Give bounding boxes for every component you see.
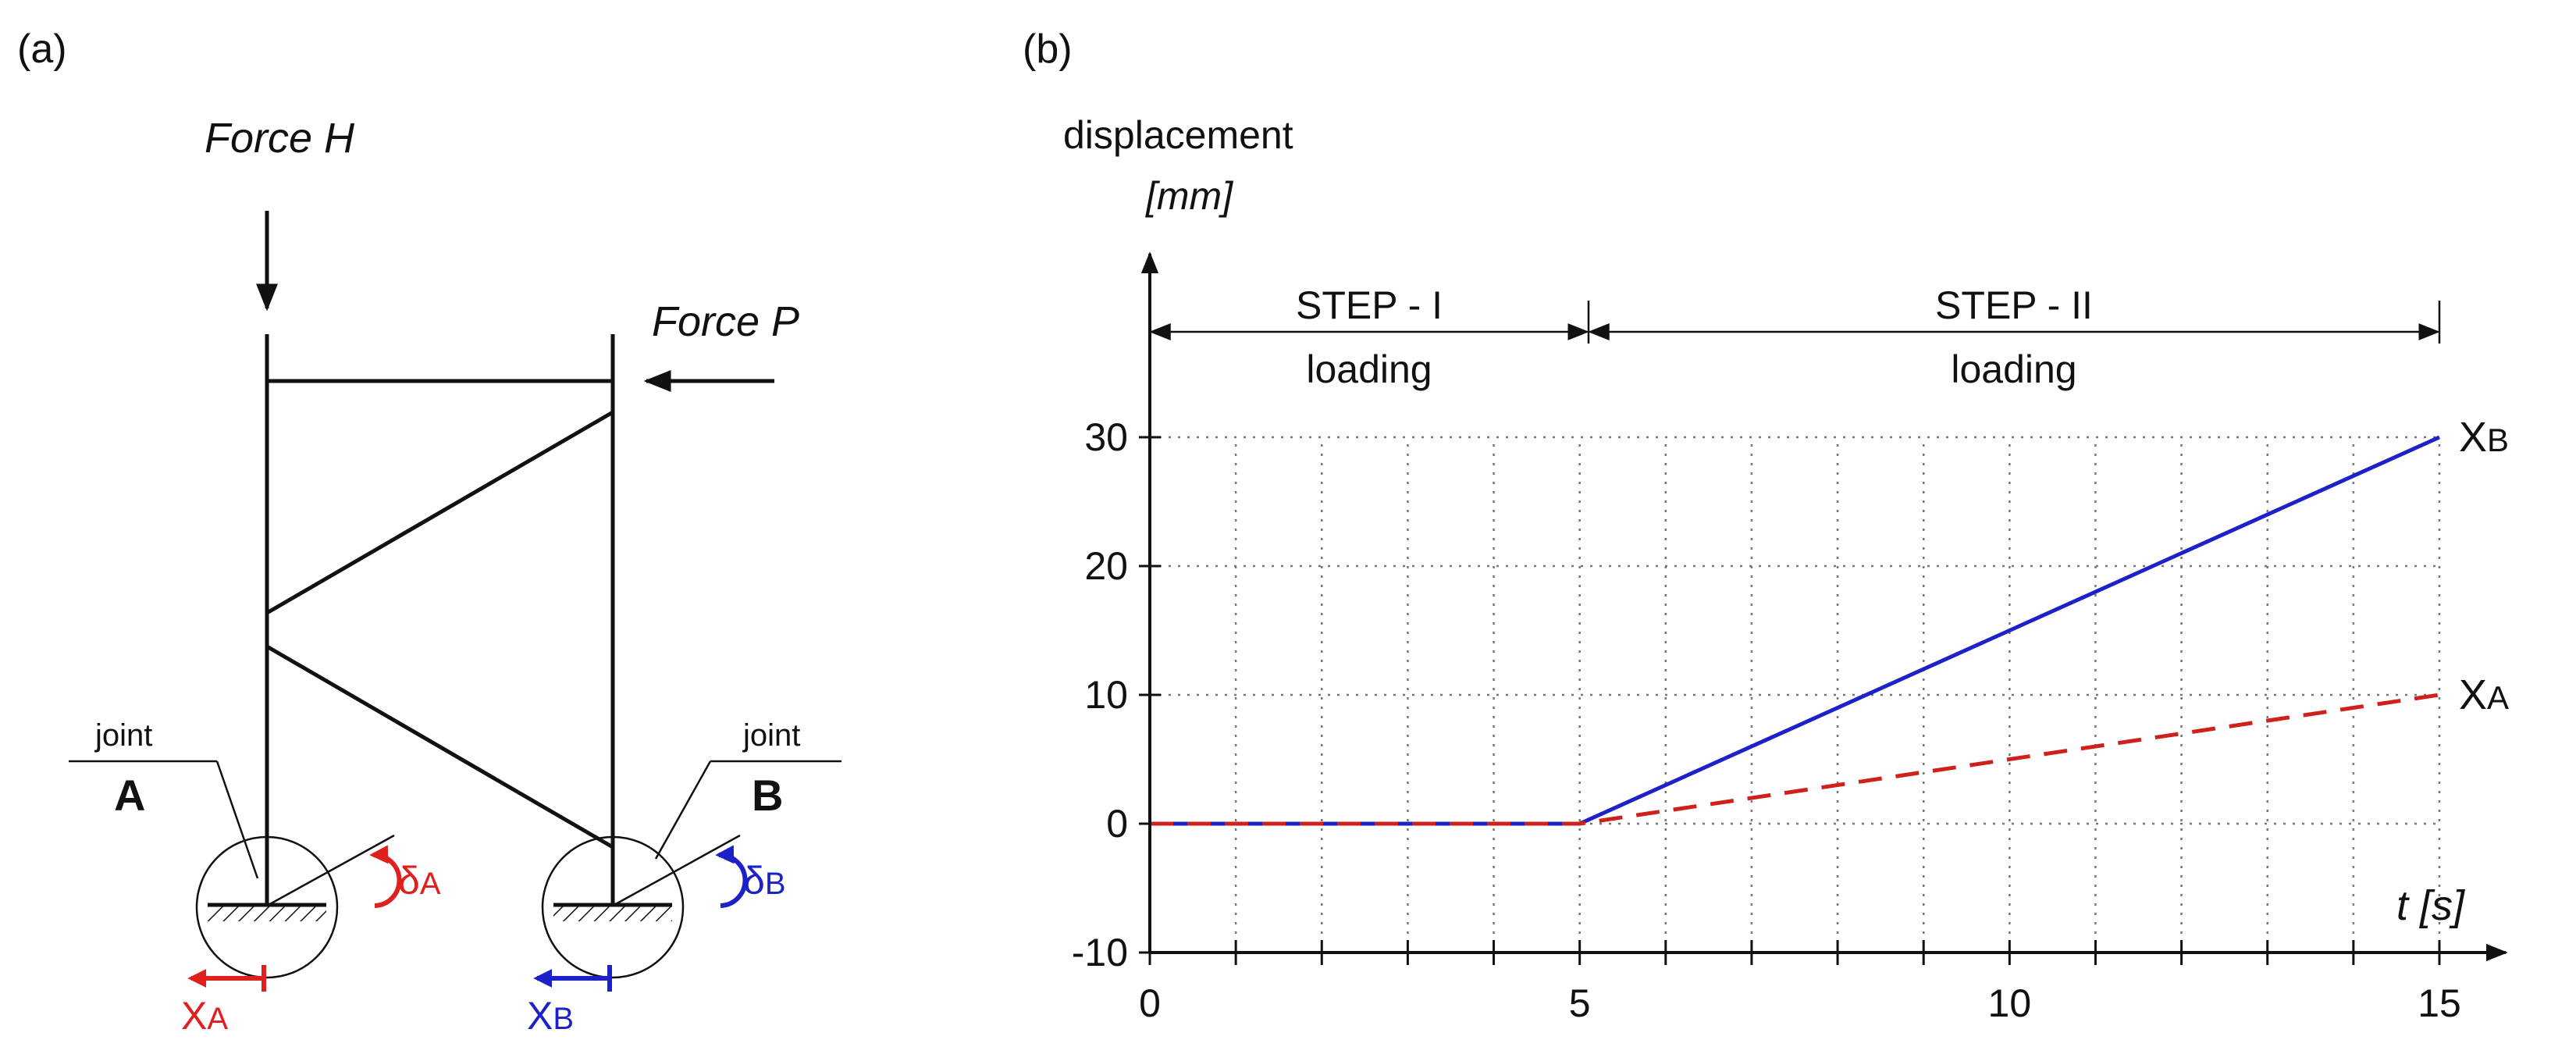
y-tick-label: 10	[1084, 673, 1128, 717]
delta-b-arrow	[715, 845, 748, 908]
joint-a-rotation-ray	[266, 834, 395, 907]
x-tick-label: 10	[1988, 981, 2032, 1025]
series-label-xb: XB	[2459, 414, 2509, 461]
y-ticks: 30 20 10 0 -10	[1072, 415, 1161, 974]
delta-a-arrow	[369, 845, 402, 908]
lower-diagonal	[265, 644, 614, 849]
x-tick-label: 5	[1569, 981, 1591, 1025]
y-axis-unit: [mm]	[1145, 174, 1233, 218]
x-a-label: XA	[181, 994, 228, 1038]
joint-b: joint B δB XB	[527, 718, 841, 1038]
joint-b-letter: B	[752, 771, 783, 820]
step1-title: STEP - I	[1296, 283, 1443, 327]
chart-series: XB XA	[1150, 414, 2509, 826]
joint-b-leader-pointer	[654, 760, 712, 860]
x-ticks: 0 5 10 15	[1139, 940, 2461, 1025]
truss-frame	[265, 334, 615, 906]
y-tick-label: 20	[1084, 544, 1128, 588]
delta-a-label: δA	[398, 859, 441, 903]
upper-diagonal	[265, 410, 614, 615]
panel-b: (b) displacement [mm] t [s] 30 20 10 0 -10 0…	[1023, 27, 2509, 1025]
joint-a: joint A δA XA	[69, 718, 441, 1038]
x-axis-label: t [s]	[2396, 882, 2466, 929]
y-axis-label: displacement	[1063, 113, 1293, 157]
x-b-label: XB	[527, 994, 574, 1038]
step2-title: STEP - II	[1935, 283, 2093, 327]
series-line-xa	[1150, 693, 2440, 826]
series-label-xa: XA	[2459, 671, 2509, 718]
panel-b-label: (b)	[1023, 27, 1073, 72]
joint-b-rotation-ray	[612, 834, 741, 907]
y-tick-label: -10	[1072, 931, 1128, 974]
joint-b-word: joint	[742, 718, 800, 753]
joint-a-circle	[195, 835, 339, 979]
joint-b-hatch	[553, 906, 672, 921]
step2-subtitle: loading	[1951, 347, 2076, 391]
force-h-label: Force H	[205, 115, 355, 162]
force-p-label: Force P	[652, 298, 799, 345]
series-line-xb	[1150, 435, 2441, 826]
chart-grid	[1150, 436, 2441, 953]
x-tick-label: 0	[1139, 981, 1161, 1025]
panel-a: (a) Force H Force P joint A δA	[17, 27, 841, 1038]
delta-b-label: δB	[743, 859, 786, 903]
x-tick-label: 15	[2418, 981, 2461, 1025]
step1-subtitle: loading	[1306, 347, 1432, 391]
y-tick-label: 0	[1106, 802, 1128, 846]
joint-a-letter: A	[114, 771, 145, 820]
joint-a-word: joint	[94, 718, 152, 753]
y-tick-label: 30	[1084, 415, 1128, 459]
panel-a-label: (a)	[17, 27, 67, 72]
joint-a-hatch	[208, 906, 326, 921]
joint-a-leader-pointer	[215, 760, 259, 879]
joint-b-circle	[541, 835, 685, 979]
step-annotations: STEP - I loading STEP - II loading	[1149, 283, 2441, 391]
